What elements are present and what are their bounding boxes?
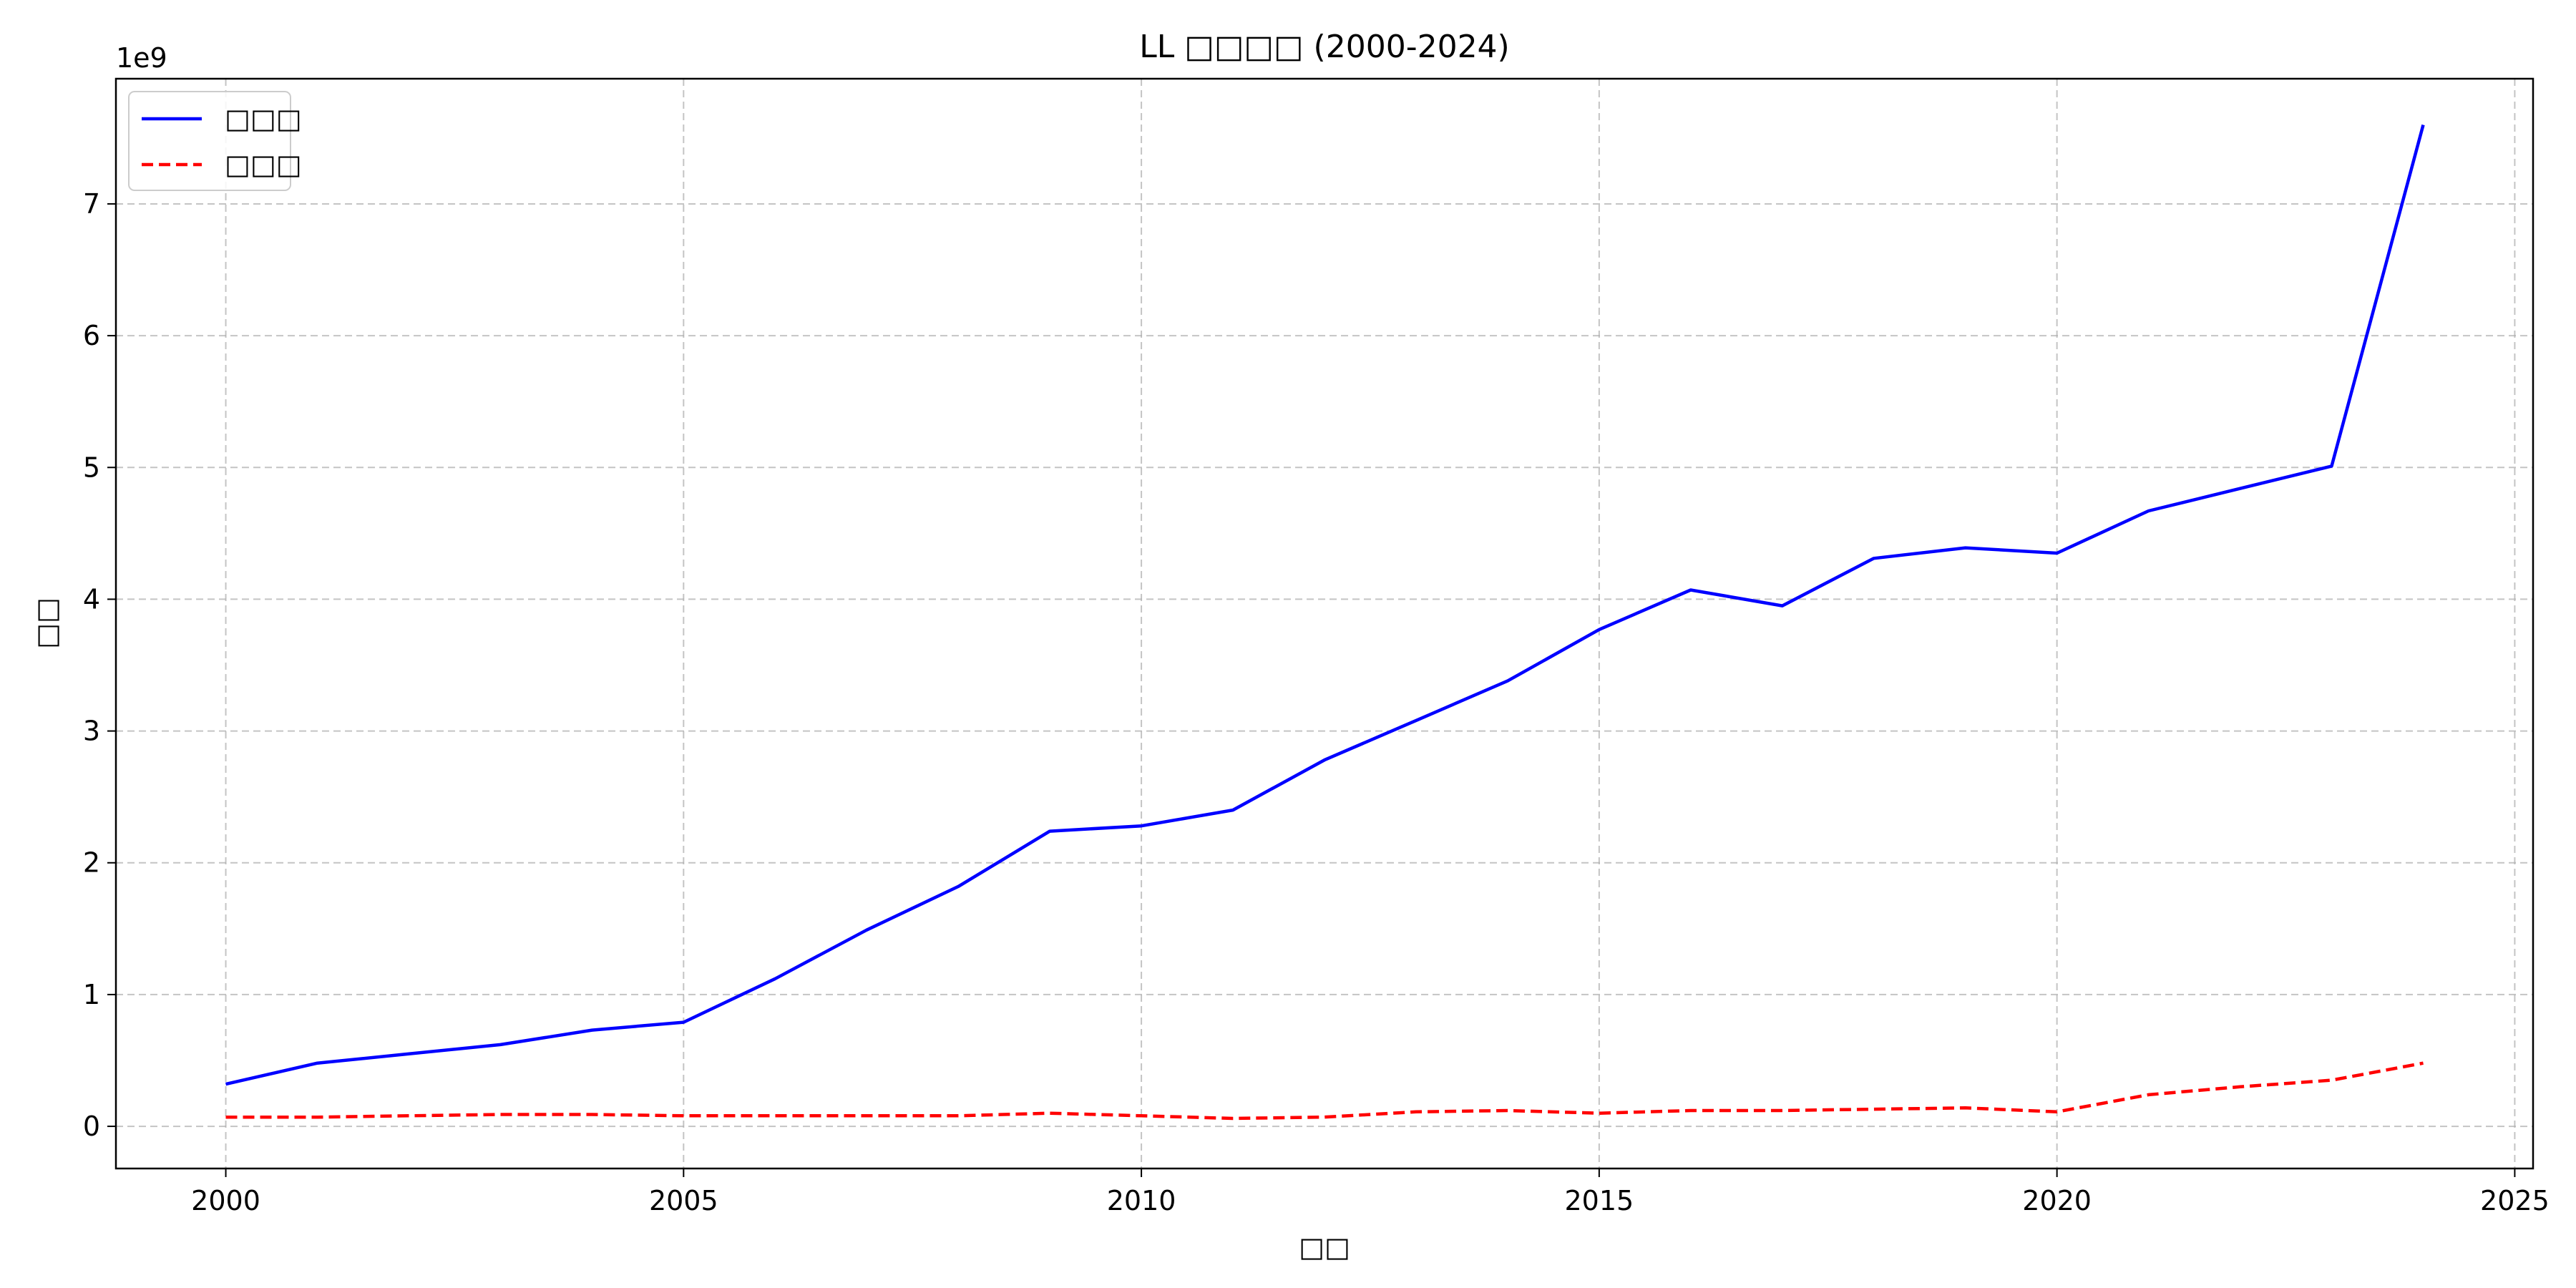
y-tick-label: 2 xyxy=(83,847,100,879)
axis-ticks: 2000 2005 2010 2015 2020 2025 0 1 2 3 4 5 6 7 xyxy=(83,188,2550,1216)
axes-frame xyxy=(114,77,2534,1170)
x-tick-label: 2020 xyxy=(2022,1185,2092,1216)
y-axis-offset-label: 1e9 xyxy=(116,42,167,74)
y-axis-label: □□ xyxy=(31,597,62,649)
x-axis-label: □□ xyxy=(1299,1231,1350,1263)
chart-title: LL □□□□ (2000-2024) xyxy=(1139,29,1509,65)
y-tick-label: 0 xyxy=(83,1111,100,1142)
y-tick-label: 3 xyxy=(83,716,100,747)
x-tick-label: 2025 xyxy=(2480,1185,2550,1216)
grid xyxy=(116,79,2533,1169)
y-tick-label: 5 xyxy=(83,452,100,483)
y-tick-label: 6 xyxy=(83,320,100,351)
data-lines xyxy=(225,124,2425,1121)
legend-label-series-1: □□□ xyxy=(225,103,302,135)
series-line-1 xyxy=(225,124,2425,1086)
y-tick-label: 7 xyxy=(83,188,100,220)
legend-label-series-2: □□□ xyxy=(225,149,302,180)
x-tick-label: 2010 xyxy=(1107,1185,1176,1216)
x-tick-label: 2015 xyxy=(1565,1185,1634,1216)
y-tick-label: 1 xyxy=(83,979,100,1010)
legend: □□□ □□□ xyxy=(128,91,302,191)
x-tick-label: 2000 xyxy=(191,1185,260,1216)
y-tick-label: 4 xyxy=(83,583,100,615)
x-tick-label: 2005 xyxy=(649,1185,718,1216)
series-line-2 xyxy=(225,1061,2424,1121)
